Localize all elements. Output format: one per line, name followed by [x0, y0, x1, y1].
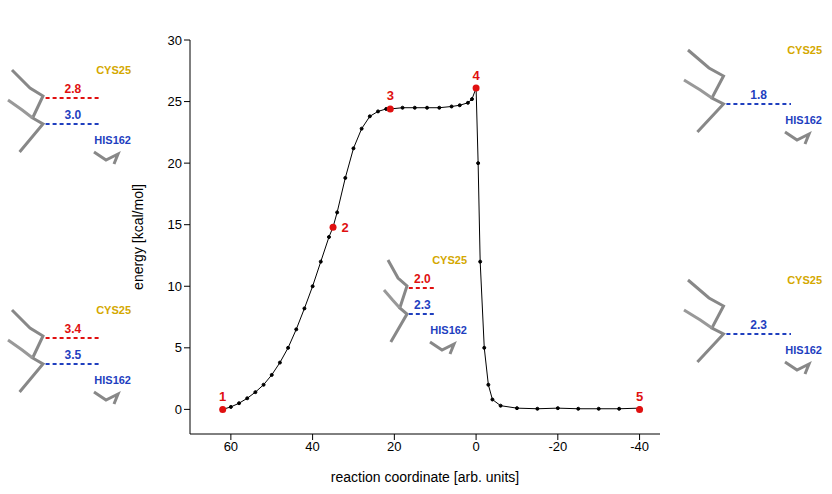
svg-text:HIS162: HIS162 [94, 134, 131, 146]
svg-text:2.8: 2.8 [64, 82, 81, 96]
svg-text:HIS162: HIS162 [785, 114, 822, 126]
svg-text:CYS25: CYS25 [96, 64, 131, 76]
svg-text:CYS25: CYS25 [787, 274, 822, 286]
svg-text:5: 5 [636, 389, 643, 404]
svg-text:20: 20 [168, 156, 182, 171]
svg-text:2.3: 2.3 [414, 298, 431, 312]
svg-text:1.8: 1.8 [750, 88, 767, 102]
svg-text:20: 20 [387, 439, 401, 454]
svg-text:CYS25: CYS25 [432, 254, 467, 266]
svg-text:1: 1 [219, 389, 226, 404]
svg-text:CYS25: CYS25 [96, 304, 131, 316]
svg-text:30: 30 [168, 33, 182, 48]
svg-text:0: 0 [472, 439, 479, 454]
svg-text:2: 2 [342, 220, 349, 235]
svg-text:4: 4 [472, 68, 480, 83]
svg-text:energy [kcal/mol]: energy [kcal/mol] [130, 184, 146, 290]
svg-text:3.0: 3.0 [64, 108, 81, 122]
svg-text:CYS25: CYS25 [787, 44, 822, 56]
svg-text:-20: -20 [548, 439, 567, 454]
svg-text:-40: -40 [630, 439, 649, 454]
svg-text:0: 0 [175, 402, 182, 417]
svg-text:3.4: 3.4 [64, 322, 81, 336]
svg-text:HIS162: HIS162 [94, 374, 131, 386]
svg-text:HIS162: HIS162 [430, 324, 467, 336]
svg-text:60: 60 [224, 439, 238, 454]
svg-text:15: 15 [168, 217, 182, 232]
svg-text:5: 5 [175, 340, 182, 355]
svg-text:25: 25 [168, 94, 182, 109]
svg-text:10: 10 [168, 279, 182, 294]
svg-text:40: 40 [305, 439, 319, 454]
svg-text:HIS162: HIS162 [785, 344, 822, 356]
svg-text:3.5: 3.5 [64, 348, 81, 362]
svg-text:3: 3 [387, 88, 394, 103]
svg-text:2.3: 2.3 [750, 318, 767, 332]
svg-text:2.0: 2.0 [414, 272, 431, 286]
svg-text:reaction coordinate [arb. unit: reaction coordinate [arb. units] [331, 469, 519, 485]
